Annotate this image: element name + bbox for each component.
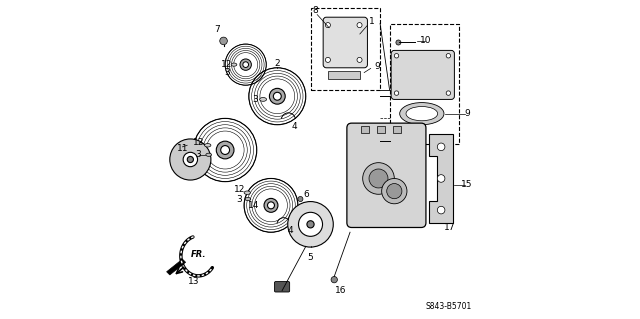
- Text: 12: 12: [234, 185, 245, 194]
- FancyBboxPatch shape: [323, 17, 367, 68]
- Bar: [390, 24, 459, 144]
- Circle shape: [268, 202, 275, 209]
- Ellipse shape: [231, 63, 237, 66]
- Text: 13: 13: [188, 277, 199, 286]
- Circle shape: [331, 277, 337, 283]
- Circle shape: [325, 23, 330, 28]
- Circle shape: [437, 143, 445, 151]
- Text: 8: 8: [312, 6, 318, 15]
- Ellipse shape: [260, 98, 266, 101]
- Circle shape: [298, 212, 323, 236]
- Circle shape: [273, 92, 281, 100]
- Circle shape: [264, 198, 278, 212]
- Text: 7: 7: [214, 25, 220, 34]
- Text: 6: 6: [303, 190, 308, 199]
- Text: 1: 1: [369, 18, 375, 26]
- Circle shape: [220, 37, 227, 45]
- Text: 5: 5: [308, 253, 314, 262]
- Circle shape: [183, 152, 198, 167]
- Circle shape: [437, 175, 445, 182]
- Text: 3: 3: [237, 195, 242, 204]
- Circle shape: [394, 91, 399, 95]
- Text: 4: 4: [287, 226, 292, 235]
- Text: 16: 16: [335, 286, 346, 295]
- FancyBboxPatch shape: [391, 50, 454, 100]
- Circle shape: [188, 156, 193, 163]
- FancyBboxPatch shape: [347, 123, 426, 227]
- Bar: [310, 8, 380, 90]
- Circle shape: [170, 139, 211, 180]
- Text: 12: 12: [221, 60, 232, 69]
- Circle shape: [381, 178, 407, 204]
- Text: 9: 9: [464, 109, 470, 118]
- Ellipse shape: [206, 153, 212, 156]
- Text: 3: 3: [252, 95, 258, 104]
- Ellipse shape: [400, 103, 444, 125]
- Ellipse shape: [406, 107, 438, 121]
- Circle shape: [221, 145, 230, 154]
- Text: S843-B5701: S843-B5701: [426, 302, 472, 311]
- Text: 4: 4: [292, 122, 298, 131]
- Circle shape: [446, 54, 451, 58]
- Bar: [393, 126, 401, 133]
- Circle shape: [243, 62, 248, 68]
- Bar: [328, 71, 360, 79]
- Ellipse shape: [244, 191, 250, 195]
- Text: 11: 11: [177, 144, 188, 153]
- Text: FR.: FR.: [190, 250, 206, 259]
- Text: 15: 15: [461, 180, 473, 189]
- Text: 10: 10: [420, 36, 432, 45]
- Circle shape: [269, 88, 285, 104]
- Circle shape: [437, 206, 445, 214]
- Bar: [377, 126, 385, 133]
- Text: 14: 14: [248, 201, 259, 210]
- Circle shape: [240, 59, 252, 70]
- Text: 2: 2: [275, 59, 280, 68]
- Circle shape: [307, 221, 314, 228]
- Circle shape: [298, 197, 303, 202]
- Circle shape: [394, 54, 399, 58]
- Polygon shape: [429, 134, 453, 223]
- Text: 12: 12: [193, 137, 204, 147]
- Circle shape: [387, 183, 402, 199]
- Text: 17: 17: [444, 223, 456, 232]
- Ellipse shape: [205, 144, 211, 147]
- Circle shape: [446, 91, 451, 95]
- Text: 9: 9: [374, 62, 380, 71]
- Polygon shape: [166, 259, 186, 275]
- Circle shape: [363, 163, 394, 194]
- Circle shape: [357, 23, 362, 28]
- FancyBboxPatch shape: [275, 282, 290, 292]
- Circle shape: [216, 141, 234, 159]
- Circle shape: [357, 57, 362, 63]
- Text: 3: 3: [224, 68, 230, 77]
- Ellipse shape: [245, 197, 251, 201]
- Circle shape: [325, 57, 330, 63]
- Circle shape: [288, 202, 333, 247]
- Circle shape: [369, 169, 388, 188]
- Circle shape: [396, 40, 401, 45]
- Bar: [361, 126, 369, 133]
- Text: 3: 3: [195, 150, 201, 159]
